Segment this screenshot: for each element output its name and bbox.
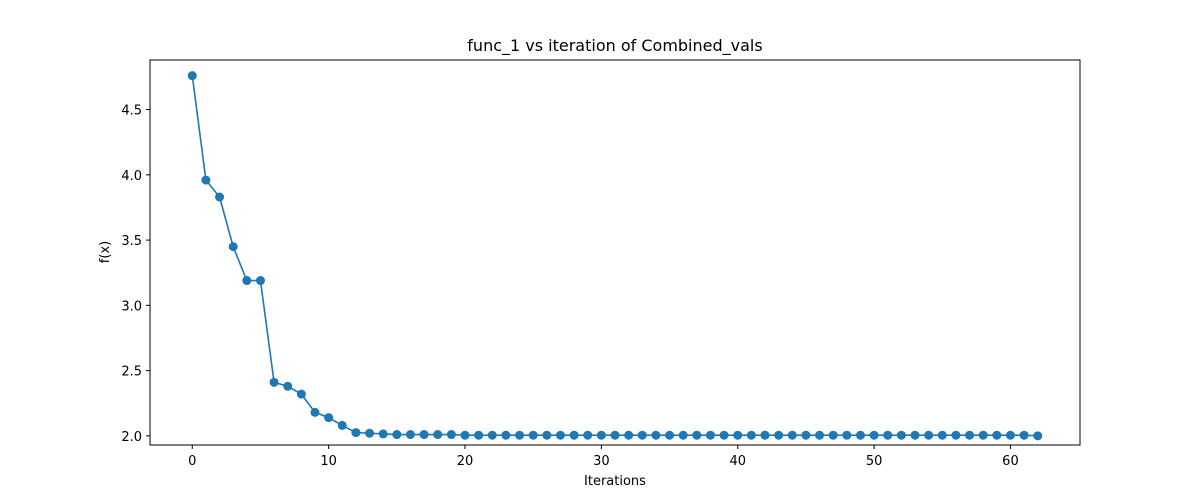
y-axis-label: f(x) (98, 241, 113, 263)
data-point (433, 430, 443, 440)
data-point (474, 430, 484, 440)
data-point (405, 430, 415, 440)
x-tick-label: 20 (457, 454, 474, 469)
data-point (365, 428, 375, 438)
data-point (187, 71, 197, 81)
data-point (774, 430, 784, 440)
data-point (201, 175, 211, 185)
data-point (951, 430, 961, 440)
data-point (965, 430, 975, 440)
data-point (637, 430, 647, 440)
data-point (705, 430, 715, 440)
y-tick-label: 4.0 (121, 169, 142, 184)
data-point (528, 430, 538, 440)
data-point (487, 430, 497, 440)
data-point (542, 430, 552, 440)
data-point (719, 430, 729, 440)
x-axis-label: Iterations (584, 474, 646, 489)
data-point (269, 377, 279, 387)
data-point (678, 430, 688, 440)
data-point (310, 407, 320, 417)
data-point (924, 430, 934, 440)
data-point (651, 430, 661, 440)
plot-frame (149, 59, 1081, 446)
data-point (242, 276, 252, 286)
data-point (583, 430, 593, 440)
data-point (283, 381, 293, 391)
data-point (801, 430, 811, 440)
data-point (1005, 430, 1015, 440)
data-point (855, 430, 865, 440)
data-point (978, 430, 988, 440)
data-point (883, 430, 893, 440)
data-point (324, 413, 334, 423)
x-tick-label: 50 (866, 454, 883, 469)
data-point (296, 389, 306, 399)
x-tick-label: 0 (188, 454, 196, 469)
data-point (787, 430, 797, 440)
data-point (569, 430, 579, 440)
data-point (596, 430, 606, 440)
series (187, 71, 1043, 441)
data-point (842, 430, 852, 440)
data-point (760, 430, 770, 440)
data-point (446, 430, 456, 440)
y-tick-label: 2.0 (121, 430, 142, 445)
x-tick-label: 30 (593, 454, 610, 469)
data-point (746, 430, 756, 440)
data-point (215, 192, 225, 202)
data-point (1033, 431, 1043, 441)
x-tick-label: 10 (320, 454, 337, 469)
data-point (828, 430, 838, 440)
data-point (351, 428, 361, 438)
data-point (815, 430, 825, 440)
data-point (460, 430, 470, 440)
data-point (992, 430, 1002, 440)
chart-title: func_1 vs iteration of Combined_vals (467, 36, 762, 56)
data-point (392, 430, 402, 440)
x-tick-label: 40 (729, 454, 746, 469)
series-line (191, 75, 1038, 437)
data-point (501, 430, 511, 440)
y-tick-label: 3.5 (121, 234, 142, 249)
data-point (896, 430, 906, 440)
y-tick-label: 3.0 (121, 299, 142, 314)
data-point (610, 430, 620, 440)
data-point (692, 430, 702, 440)
x-tick-label: 60 (1002, 454, 1019, 469)
data-point (624, 430, 634, 440)
data-point (378, 429, 388, 439)
data-point (665, 430, 675, 440)
data-point (555, 430, 565, 440)
data-point (228, 242, 238, 252)
data-point (337, 420, 347, 430)
data-point (733, 430, 743, 440)
ticks: 0 10 20 30 40 50 60 2.0 2.5 3.0 3.5 4.0 4.5 (121, 104, 1018, 469)
y-tick-label: 2.5 (121, 365, 142, 380)
data-point (910, 430, 920, 440)
data-point (937, 430, 947, 440)
data-point (869, 430, 879, 440)
data-point (515, 430, 525, 440)
data-point (1019, 430, 1029, 440)
data-point (419, 430, 429, 440)
y-tick-label: 4.5 (121, 104, 142, 119)
data-point (255, 276, 265, 286)
